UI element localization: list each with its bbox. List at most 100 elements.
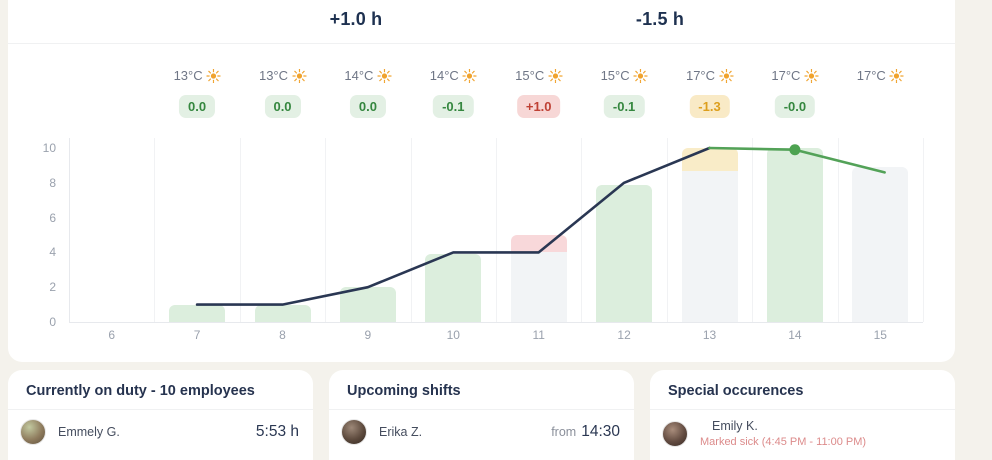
shift-start-time: from 14:30 xyxy=(551,423,620,441)
avatar xyxy=(341,419,367,445)
chart-gridline xyxy=(154,138,156,322)
temperature-value: 17°C xyxy=(771,68,801,83)
y-tick-label: 0 xyxy=(49,315,56,329)
avatar xyxy=(20,419,46,445)
staff-bar-hour-9[interactable] xyxy=(339,287,396,322)
employee-name: Emmely G. xyxy=(58,425,120,439)
temperature-label-hour-11: 15°C xyxy=(515,68,563,83)
employee-row-emmely[interactable]: Emmely G. 5:53 h xyxy=(8,410,313,445)
header-divider xyxy=(8,43,955,44)
temperature-value: 17°C xyxy=(685,68,716,83)
shift-start-prefix: from xyxy=(551,425,577,439)
sun-icon xyxy=(377,68,392,83)
staff-bar-hour-8[interactable] xyxy=(254,304,311,322)
x-tick-label: 11 xyxy=(532,328,545,342)
employee-row-erika[interactable]: Erika Z. from 14:30 xyxy=(329,410,634,445)
staffing-chart: 0 2 4 6 8 10 6 7 8 9 10 11 12 13 14 15 13°C 13°C 14°C 14°C 1… xyxy=(8,0,955,362)
deviation-badge-hour-14: -0.0 xyxy=(774,95,816,118)
temperature-value: 13°C xyxy=(258,68,289,83)
chart-gridline xyxy=(837,138,839,322)
y-tick-label: 2 xyxy=(49,280,56,295)
x-axis-line xyxy=(69,322,923,323)
x-tick-label: 14 xyxy=(788,328,802,342)
y-tick-label: 8 xyxy=(49,175,56,190)
x-tick-label: 8 xyxy=(279,328,286,342)
temperature-value: 14°C xyxy=(429,68,459,83)
x-tick-label: 13 xyxy=(702,328,717,342)
sun-icon xyxy=(804,68,819,83)
temperature-label-hour-15: 17°C xyxy=(857,68,904,83)
staff-bar-hour-7[interactable] xyxy=(169,304,226,322)
chart-gridline xyxy=(239,138,241,322)
deviation-badge-hour-7: 0.0 xyxy=(179,95,216,118)
chart-gridline xyxy=(325,138,327,322)
temperature-value: 17°C xyxy=(856,68,886,83)
y-tick-label: 10 xyxy=(42,141,56,155)
shift-summary-row: +1.0 h -1.5 h xyxy=(8,0,955,43)
employee-row-emily[interactable]: Emily K. Marked sick (4:45 PM - 11:00 PM… xyxy=(650,410,955,448)
temperature-value: 14°C xyxy=(344,68,374,83)
staff-bar-hour-15[interactable] xyxy=(852,167,909,322)
deviation-badge-hour-13: -1.3 xyxy=(689,95,730,118)
shift-start-value: 14:30 xyxy=(581,423,620,440)
sun-icon xyxy=(292,68,307,83)
card-divider xyxy=(8,409,313,410)
summary-morning-delta: +1.0 h xyxy=(329,9,383,29)
chart-gridline xyxy=(923,138,924,322)
sun-icon xyxy=(719,68,734,83)
staff-bar-hour-11[interactable] xyxy=(510,235,567,253)
staff-bar-hour-13[interactable] xyxy=(681,148,738,171)
temperature-label-hour-8: 13°C xyxy=(258,68,307,83)
staff-bar-hour-13[interactable] xyxy=(681,170,738,322)
chart-gridline xyxy=(581,138,583,322)
temperature-label-hour-10: 14°C xyxy=(430,68,477,83)
deviation-badge-hour-9: 0.0 xyxy=(349,95,386,118)
x-tick-label: 7 xyxy=(193,328,201,342)
employee-name: Emily K. xyxy=(712,419,758,433)
temperature-label-hour-14: 17°C xyxy=(771,68,819,83)
chart-gridline xyxy=(410,138,412,322)
y-tick-label: 4 xyxy=(49,245,56,260)
card-divider xyxy=(329,409,634,410)
deviation-badge-hour-8: 0.0 xyxy=(264,95,301,118)
chart-gridline xyxy=(496,138,497,322)
avatar xyxy=(662,420,688,447)
y-tick-label: 6 xyxy=(49,210,56,225)
temperature-label-hour-13: 17°C xyxy=(685,68,734,83)
x-tick-label: 6 xyxy=(108,328,116,342)
employee-name: Erika Z. xyxy=(379,425,423,439)
staff-bar-hour-11[interactable] xyxy=(510,252,567,322)
currently-on-duty-card: Currently on duty - 10 employees Emmely … xyxy=(8,370,313,460)
card-divider xyxy=(650,409,955,410)
upcoming-shifts-card: Upcoming shifts Erika Z. from 14:30 xyxy=(329,370,634,460)
summary-afternoon-delta: -1.5 h xyxy=(635,9,685,29)
deviation-badge-hour-12: -0.1 xyxy=(603,95,645,118)
special-occurences-title: Special occurences xyxy=(668,383,804,399)
duty-duration: 5:53 h xyxy=(255,423,299,440)
staff-bar-hour-14[interactable] xyxy=(766,148,823,322)
deviation-badge-hour-10: -0.1 xyxy=(433,95,474,118)
x-tick-label: 10 xyxy=(446,328,460,342)
staff-bar-hour-10[interactable] xyxy=(425,254,482,322)
upcoming-shifts-title: Upcoming shifts xyxy=(347,383,461,399)
chart-gridline xyxy=(752,138,754,322)
sun-icon xyxy=(462,68,477,83)
sun-icon xyxy=(889,68,904,83)
y-axis-line xyxy=(69,138,70,322)
staffing-chart-card: +1.0 h -1.5 h 0 2 4 6 8 10 6 7 8 9 10 11 12 13 14 15 13°… xyxy=(8,0,955,362)
x-tick-label: 15 xyxy=(873,328,887,342)
temperature-value: 15°C xyxy=(515,68,545,83)
special-occurences-card: Special occurences Emily K. Marked sick … xyxy=(650,370,955,460)
temperature-value: 15°C xyxy=(600,68,630,83)
staff-bar-hour-12[interactable] xyxy=(596,184,653,322)
currently-on-duty-title: Currently on duty - 10 employees xyxy=(26,383,255,399)
temperature-label-hour-9: 14°C xyxy=(344,68,392,83)
x-tick-label: 9 xyxy=(364,328,372,342)
deviation-badge-hour-11: +1.0 xyxy=(516,95,561,118)
temperature-value: 13°C xyxy=(173,68,203,83)
x-tick-label: 12 xyxy=(617,328,631,342)
temperature-label-hour-7: 13°C xyxy=(174,68,221,83)
sun-icon xyxy=(633,68,648,83)
sun-icon xyxy=(548,68,563,83)
temperature-label-hour-12: 15°C xyxy=(601,68,648,83)
